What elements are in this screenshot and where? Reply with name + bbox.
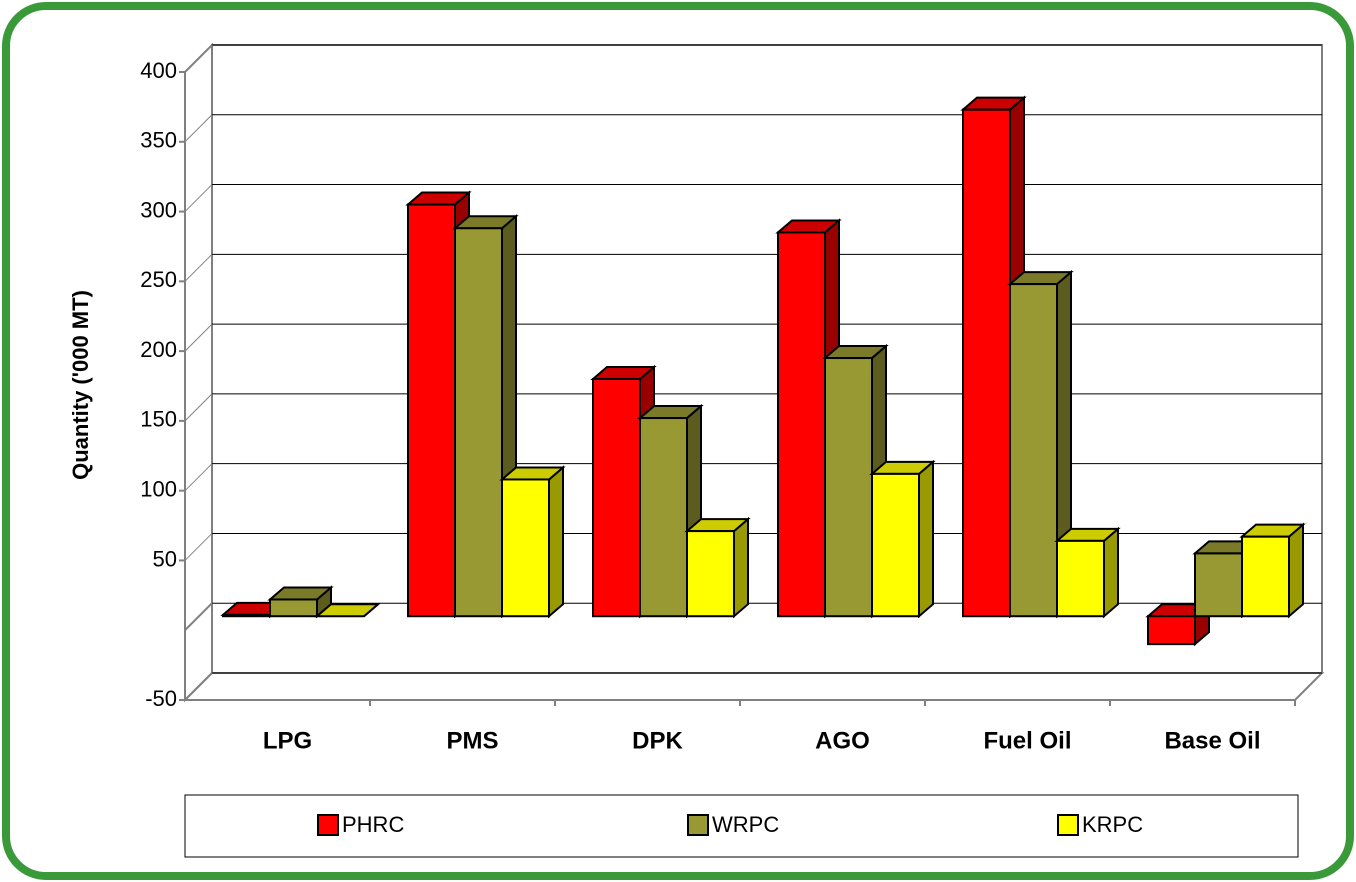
y-tick-label: 300 (140, 197, 177, 222)
bar-face (314, 603, 381, 618)
zero-line (184, 602, 213, 631)
bar (869, 459, 936, 619)
bar (1007, 269, 1074, 619)
grid-line (184, 184, 213, 212)
floor (182, 672, 1325, 701)
bar-face (1009, 283, 1058, 618)
legend-swatch (687, 814, 709, 836)
back-wall (211, 44, 1323, 674)
bar-face (269, 598, 318, 618)
x-tick-label: Fuel Oil (983, 727, 1071, 754)
legend-box (184, 794, 1299, 858)
side-wall (184, 42, 213, 703)
bar-face (222, 613, 271, 618)
bar-face (454, 227, 503, 618)
bar-face (639, 417, 688, 618)
bar-face (733, 516, 749, 619)
bar-face (777, 231, 826, 618)
grid-line (184, 463, 213, 492)
y-tick-label: 50 (153, 546, 177, 571)
grid-line (184, 533, 213, 561)
bar-face (548, 465, 564, 619)
grid-line (184, 253, 213, 282)
y-tick-label: -50 (145, 686, 177, 711)
x-tick-label: PMS (446, 727, 498, 754)
grid-line (184, 114, 213, 143)
x-tick-label: AGO (815, 727, 870, 754)
legend-swatch (1057, 814, 1079, 836)
bar (499, 465, 566, 619)
bar-face (1147, 615, 1196, 646)
legend-label: PHRC (342, 812, 404, 837)
bar-face (1103, 526, 1119, 619)
y-tick-label: 400 (140, 58, 177, 83)
bar (684, 516, 751, 619)
bar-face (824, 357, 873, 618)
x-tick-label: DPK (632, 727, 683, 754)
bar (1239, 522, 1306, 619)
x-tick-label: LPG (263, 727, 312, 754)
bar-face (1056, 539, 1105, 618)
bar-face (407, 203, 456, 618)
bar (314, 603, 381, 618)
y-tick-label: 200 (140, 337, 177, 362)
y-tick-label: 150 (140, 407, 177, 432)
x-tick-label: Base Oil (1164, 727, 1260, 754)
bar-face (592, 377, 641, 618)
bar (1145, 602, 1212, 647)
bar-face (1288, 522, 1304, 619)
bar-face (871, 472, 920, 618)
bar (452, 214, 519, 619)
bar-face (962, 108, 1011, 618)
y-tick-label: 100 (140, 476, 177, 501)
bar (1054, 526, 1121, 619)
bar-face (501, 478, 550, 618)
bar-face (918, 459, 934, 619)
grid-line (184, 393, 213, 422)
bar-face (686, 530, 735, 618)
bar-face (1194, 552, 1243, 618)
bar-face (1241, 535, 1290, 618)
legend-label: WRPC (712, 812, 779, 837)
legend-label: KRPC (1082, 812, 1143, 837)
y-axis-label: Quantity ('000 MT) (68, 290, 93, 480)
y-tick-label: 350 (140, 128, 177, 153)
legend-swatch (317, 814, 339, 836)
grid-line (184, 672, 213, 701)
grid-line (184, 323, 213, 352)
grid-line (184, 44, 213, 73)
y-tick-label: 250 (140, 267, 177, 292)
